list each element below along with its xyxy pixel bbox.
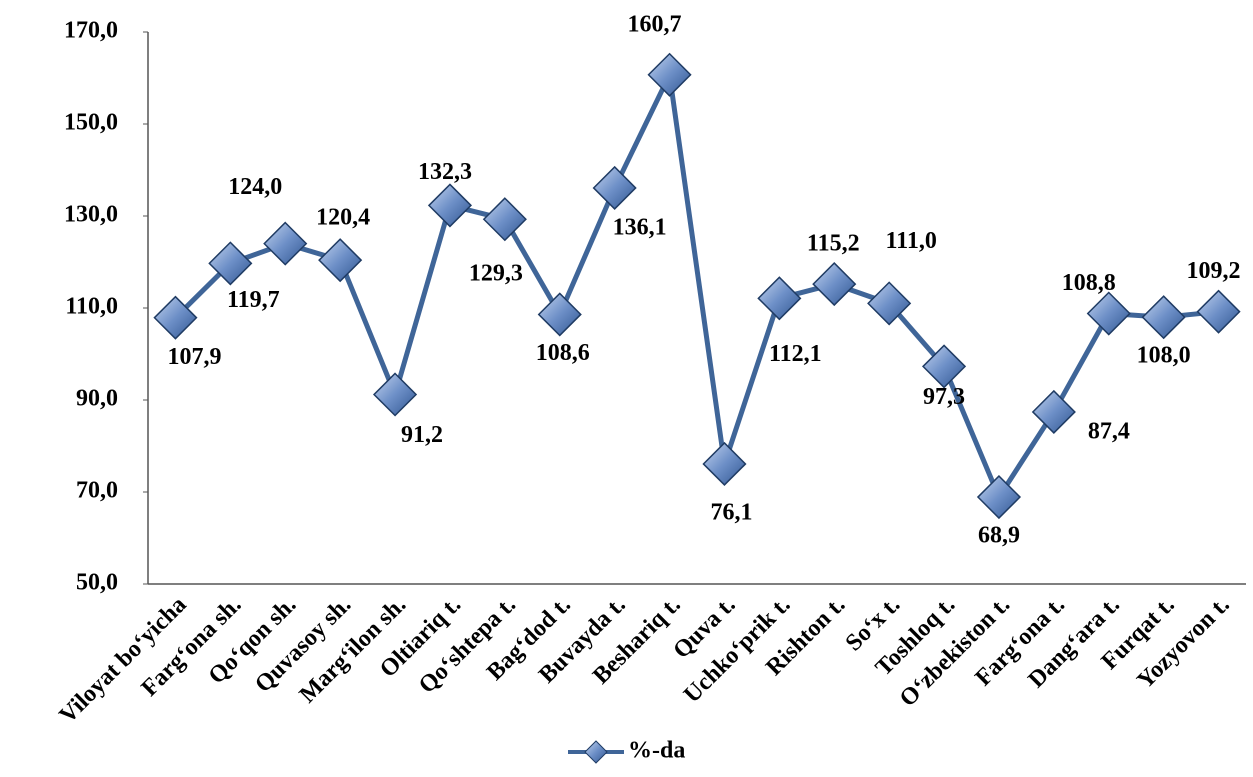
value-label: 136,1 <box>613 214 667 240</box>
y-tick-label: 90,0 <box>76 386 118 412</box>
legend-marker <box>584 740 608 764</box>
marker <box>921 344 967 389</box>
value-label: 112,1 <box>769 341 822 367</box>
marker <box>592 165 637 211</box>
value-label: 108,0 <box>1137 343 1191 369</box>
marker <box>1141 295 1186 340</box>
y-tick-label: 170,0 <box>64 18 118 44</box>
y-tick-label: 150,0 <box>64 110 118 136</box>
marker <box>812 262 857 307</box>
value-label: 111,0 <box>885 228 936 254</box>
y-tick-label: 110,0 <box>65 294 118 320</box>
marker <box>153 295 198 340</box>
marker <box>208 241 253 286</box>
value-label: 129,3 <box>469 261 523 287</box>
value-label: 124,0 <box>228 174 282 200</box>
marker <box>318 238 363 283</box>
marker <box>263 221 308 266</box>
y-tick-label: 50,0 <box>76 570 118 596</box>
marker <box>867 281 912 326</box>
value-label: 132,3 <box>418 159 472 185</box>
value-label: 108,8 <box>1062 270 1116 296</box>
value-label: 87,4 <box>1088 418 1130 444</box>
value-label: 160,7 <box>628 11 682 37</box>
marker <box>1196 289 1241 334</box>
marker <box>757 276 802 321</box>
marker <box>976 474 1022 520</box>
value-label: 115,2 <box>807 231 860 257</box>
value-label: 119,7 <box>227 287 280 313</box>
marker <box>537 292 582 337</box>
data-line <box>173 72 1219 500</box>
value-label: 108,6 <box>536 340 590 366</box>
marker <box>702 441 747 487</box>
y-tick-label: 130,0 <box>64 202 118 228</box>
value-label: 109,2 <box>1187 258 1241 284</box>
y-tick-label: 70,0 <box>76 478 118 504</box>
value-label: 91,2 <box>401 422 443 448</box>
value-label: 120,4 <box>316 205 370 231</box>
marker <box>1086 291 1131 336</box>
value-label: 76,1 <box>710 499 752 525</box>
marker <box>482 197 527 242</box>
legend-label: %-da <box>628 738 685 764</box>
value-label: 68,9 <box>978 523 1020 549</box>
value-label: 107,9 <box>167 344 221 370</box>
marker <box>427 183 473 228</box>
value-label: 97,3 <box>923 384 965 410</box>
marker <box>647 52 692 97</box>
marker <box>372 372 418 417</box>
marker <box>1031 389 1076 435</box>
